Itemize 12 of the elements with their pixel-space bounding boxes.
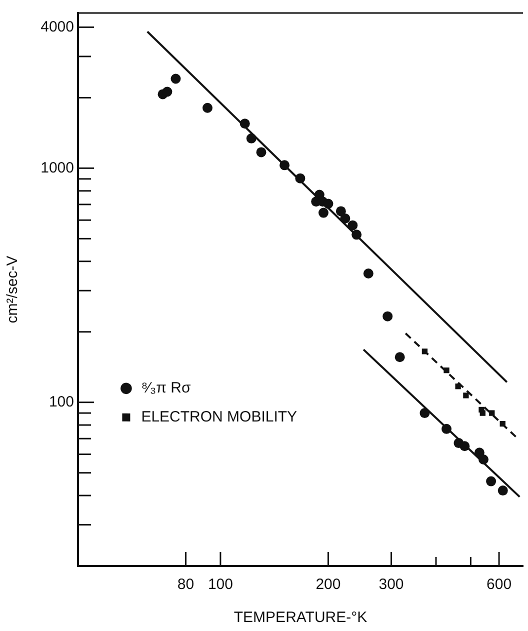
legend-label: ELECTRON MOBILITY — [141, 408, 298, 426]
x-tick-label: 80 — [177, 576, 194, 594]
x-tick-label: 300 — [378, 576, 404, 594]
y-tick-label: 1000 — [40, 159, 74, 176]
legend-label: ⁸⁄₃π Rσ — [141, 380, 192, 397]
y-axis-title: cm²/sec-V — [4, 256, 22, 324]
x-tick-label: 200 — [316, 576, 341, 594]
x-axis-title: TEMPERATURE-°K — [234, 609, 368, 626]
x-tick-label: 600 — [486, 576, 512, 594]
y-tick-label: 4000 — [40, 18, 74, 36]
x-tick-label: 100 — [208, 576, 233, 594]
y-tick-label: 100 — [48, 393, 74, 410]
